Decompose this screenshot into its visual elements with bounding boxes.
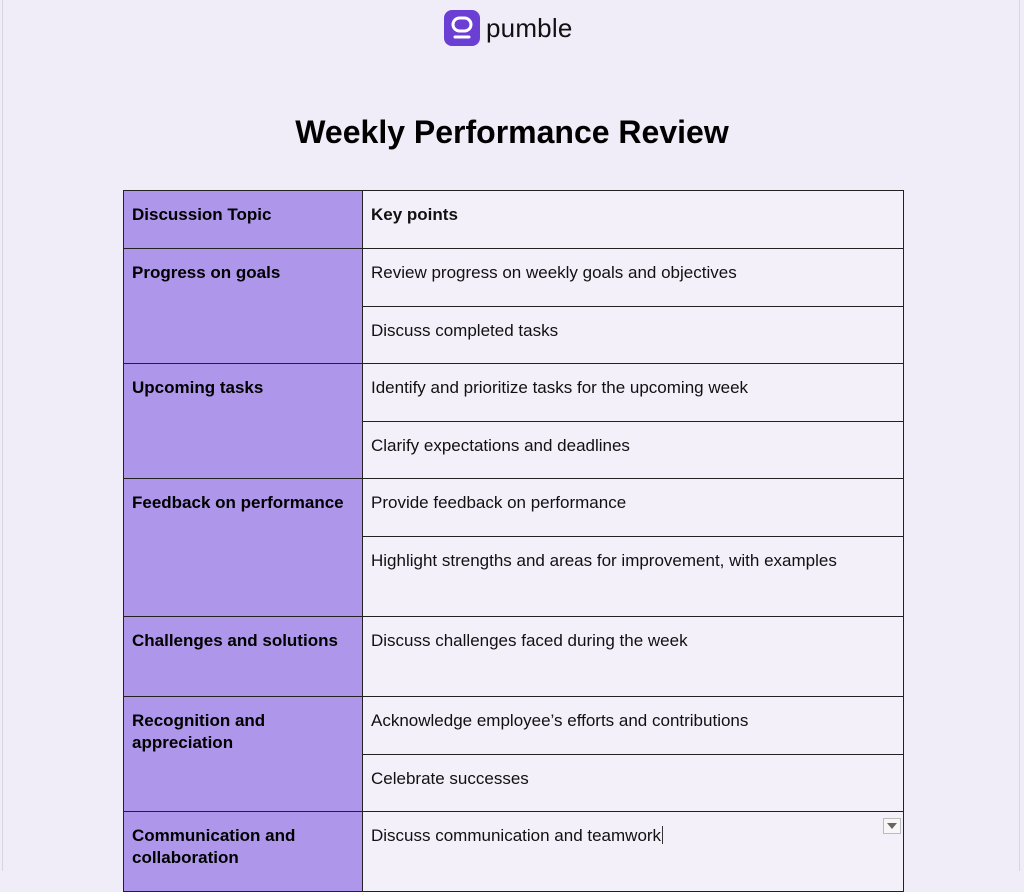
table-row: Recognition and appreciation Acknowledge…	[123, 696, 904, 812]
header-points-cell[interactable]: Key points	[362, 190, 904, 249]
point-cell[interactable]: Identify and prioritize tasks for the up…	[362, 363, 904, 422]
header-topic-cell[interactable]: Discussion Topic	[123, 190, 363, 249]
point-cell[interactable]: Review progress on weekly goals and obje…	[362, 248, 904, 307]
page-title: Weekly Performance Review	[295, 114, 729, 150]
document-page	[2, 0, 1020, 871]
table-row: Celebrate successes	[124, 754, 904, 812]
chevron-down-icon	[887, 823, 897, 829]
point-cell[interactable]: Celebrate successes	[362, 754, 904, 812]
topic-cell[interactable]: Communication and collaboration	[123, 811, 363, 892]
table-row: Discuss completed tasks	[124, 306, 904, 364]
topic-cell[interactable]: Challenges and solutions	[123, 616, 363, 697]
point-cell[interactable]: Highlight strengths and areas for improv…	[362, 536, 904, 617]
pumble-logo-icon	[444, 10, 480, 46]
point-cell[interactable]: Discuss completed tasks	[362, 306, 904, 364]
point-cell[interactable]: Acknowledge employee’s efforts and contr…	[362, 696, 904, 755]
table-row: Challenges and solutions Discuss challen…	[123, 616, 904, 697]
table-row: Upcoming tasks Identify and prioritize t…	[123, 363, 904, 479]
cell-dropdown-button[interactable]	[883, 818, 901, 834]
topic-cell[interactable]: Recognition and appreciation	[123, 696, 363, 812]
point-cell[interactable]: Clarify expectations and deadlines	[362, 421, 904, 479]
table-row: Progress on goals Review progress on wee…	[123, 248, 904, 364]
table-row: Communication and collaboration Discuss …	[123, 811, 904, 892]
point-cell-text: Discuss communication and teamwork	[371, 826, 662, 845]
table-row: Clarify expectations and deadlines	[124, 421, 904, 479]
review-table: Discussion Topic Key points Progress on …	[123, 190, 904, 892]
topic-cell[interactable]: Feedback on performance	[123, 478, 363, 617]
brand-logo: pumble	[444, 10, 572, 46]
topic-cell[interactable]: Upcoming tasks	[123, 363, 363, 479]
point-cell[interactable]: Discuss challenges faced during the week	[362, 616, 904, 697]
table-row: Feedback on performance Provide feedback…	[123, 478, 904, 617]
table-header-row: Discussion Topic Key points	[123, 190, 904, 249]
point-cell-active[interactable]: Discuss communication and teamwork	[362, 811, 904, 892]
point-cell[interactable]: Provide feedback on performance	[362, 478, 904, 537]
topic-cell[interactable]: Progress on goals	[123, 248, 363, 364]
brand-name: pumble	[486, 12, 573, 43]
table-row: Highlight strengths and areas for improv…	[124, 536, 904, 617]
text-cursor	[662, 826, 664, 844]
